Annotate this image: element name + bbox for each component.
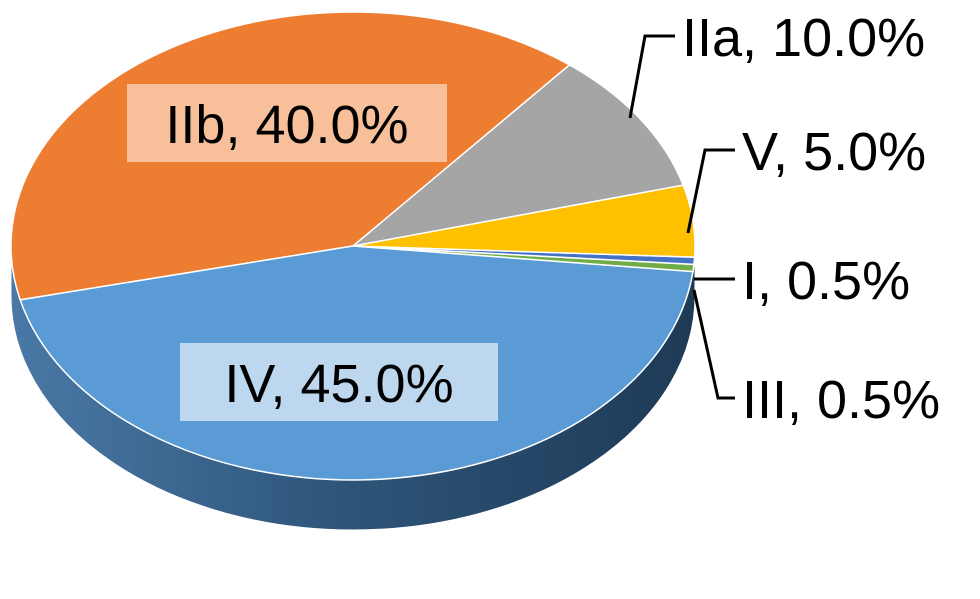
- leader-line-v: [686, 148, 735, 234]
- label-box-iv: [180, 343, 498, 421]
- leader-line-iia: [628, 34, 675, 119]
- slice-iia: [350, 63, 685, 248]
- data-label-iib: IIb, 40.0%: [165, 95, 408, 155]
- data-label-v: V, 5.0%: [742, 122, 926, 182]
- data-label-i: I, 0.5%: [742, 251, 910, 311]
- data-label-iii: III, 0.5%: [742, 370, 940, 430]
- data-label-iia: IIa, 10.0%: [682, 8, 925, 68]
- data-label-iv: IV, 45.0%: [224, 354, 453, 414]
- label-box-iib: [127, 84, 447, 162]
- leader-line-iii: [692, 289, 735, 400]
